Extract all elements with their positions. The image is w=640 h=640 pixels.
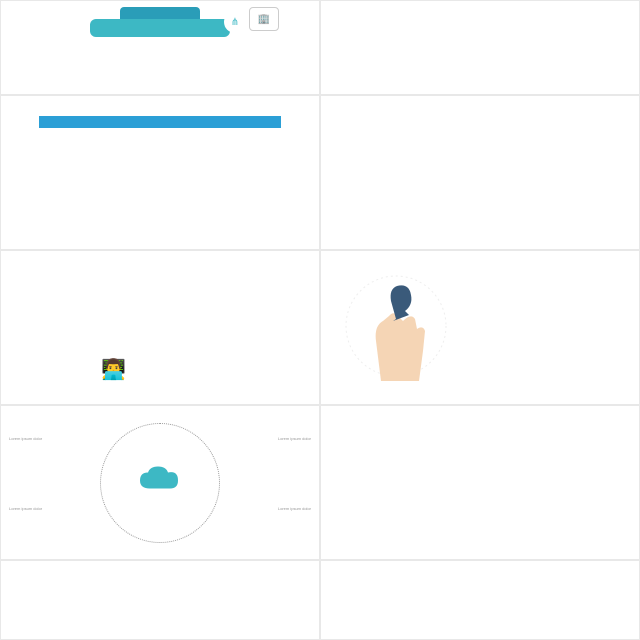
hand-graphic: [341, 271, 471, 391]
slide-cloud: Lorem ipsum dolor Lorem ipsum dolor Lore…: [0, 405, 320, 560]
slide-present-card: 🏢 ⋔: [0, 0, 320, 95]
slide-org-levels: [320, 0, 640, 95]
text-block: Lorem ipsum dolor: [9, 506, 69, 511]
slide-tree: [320, 95, 640, 250]
slide-bottom-right: [320, 560, 640, 640]
cloud-icon: [138, 464, 182, 501]
slide-table: [0, 95, 320, 250]
share-icon: ⋔: [224, 11, 246, 33]
side-icon-box: 🏢: [249, 7, 279, 31]
text-block: Lorem ipsum dolor: [251, 436, 311, 441]
text-block: Lorem ipsum dolor: [251, 506, 311, 511]
table-header: [39, 116, 280, 128]
text-block: Lorem ipsum dolor: [9, 436, 69, 441]
present-card: ⋔: [90, 19, 230, 37]
desk-icon: 👨‍💻: [101, 357, 126, 382]
slide-bottom-left: [0, 560, 320, 640]
slide-chess: [320, 250, 640, 405]
slide-chain: [320, 405, 640, 560]
target-graphic: [191, 279, 301, 389]
slide-target: 👨‍💻: [0, 250, 320, 405]
org-table: [39, 116, 280, 134]
